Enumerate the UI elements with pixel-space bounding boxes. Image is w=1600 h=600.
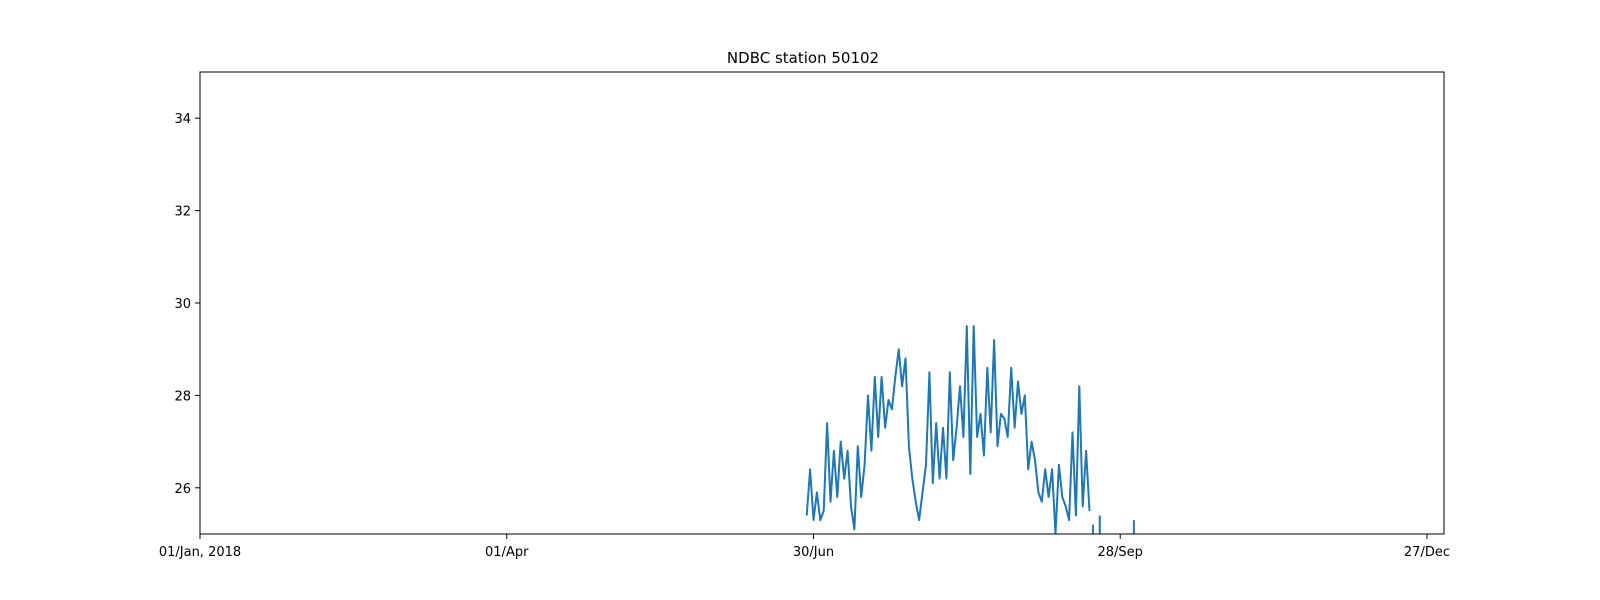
x-tick-label: 27/Dec <box>1404 545 1450 560</box>
series-line <box>805 325 1091 534</box>
x-axis: 01/Jan, 2018 01/Apr 30/Jun 28/Sep 27/Dec <box>159 534 1450 560</box>
x-tick-label: 30/Jun <box>793 545 834 560</box>
y-tick-label: 34 <box>174 112 191 127</box>
y-tick-label: 30 <box>174 297 191 312</box>
chart-title: NDBC station 50102 <box>727 49 879 67</box>
y-tick-label: 28 <box>174 389 191 404</box>
plot-frame <box>199 71 1445 535</box>
x-tick-label: 01/Jan, 2018 <box>159 545 241 560</box>
x-tick-label: 01/Apr <box>485 545 529 560</box>
y-tick-label: 26 <box>174 482 191 497</box>
x-tick-label: 28/Sep <box>1098 545 1143 560</box>
y-tick-label: 32 <box>174 205 191 220</box>
y-axis: 26 28 30 32 34 <box>174 112 200 497</box>
series-layer <box>805 325 1135 534</box>
